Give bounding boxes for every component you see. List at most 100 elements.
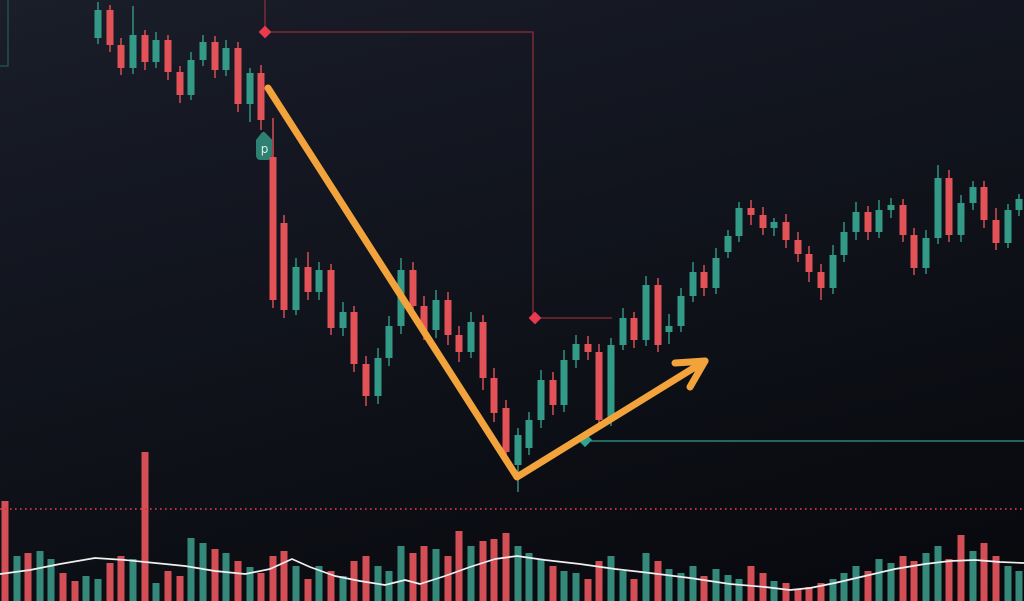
candle-body	[222, 48, 230, 70]
position-entry-diamond[interactable]	[528, 311, 542, 325]
volume-bar	[94, 579, 102, 601]
candle-body	[339, 312, 347, 328]
volume-bar	[887, 563, 895, 601]
volume-bar	[817, 583, 825, 601]
candle-body	[887, 205, 895, 210]
candle-body	[934, 178, 942, 238]
candle-body	[525, 420, 533, 448]
volume-bar	[502, 533, 510, 601]
position-tag-label: p	[261, 142, 269, 156]
volume-bar	[584, 579, 592, 601]
volume-bar	[700, 576, 708, 601]
candle-body	[560, 360, 568, 405]
volume-bar	[677, 573, 685, 601]
position-connector-line[interactable]	[264, 0, 612, 319]
volume-bar	[957, 535, 965, 601]
volume-bar	[246, 567, 254, 601]
candle-body	[385, 326, 393, 358]
candle-body	[420, 306, 428, 330]
candle-body	[1015, 199, 1023, 210]
candle-body	[432, 300, 440, 330]
volume-bar	[1, 501, 9, 601]
volume-bar	[409, 553, 417, 601]
candle-body	[677, 296, 685, 326]
candle-body	[945, 178, 953, 235]
trend-arrow-shaft[interactable]	[264, 84, 709, 481]
volume-bar	[840, 573, 848, 601]
volume-bar	[257, 573, 265, 601]
candle-body	[747, 208, 755, 215]
candle-body	[304, 267, 312, 292]
candle-body	[864, 212, 872, 232]
volume-bar	[490, 539, 498, 601]
candle-body	[164, 40, 172, 72]
volume-bar	[689, 566, 697, 601]
volume-bar	[234, 561, 242, 601]
volume-bar	[572, 573, 580, 601]
volume-bar	[479, 541, 487, 601]
candle-body	[257, 73, 265, 120]
candle-body	[187, 60, 195, 95]
candle-body	[549, 380, 557, 405]
candle-body	[152, 40, 160, 62]
candle-body	[899, 205, 907, 235]
candle-body	[444, 300, 452, 335]
volume-bar	[385, 571, 393, 601]
candle-body	[619, 318, 627, 345]
candle-body	[980, 187, 988, 220]
pattern-box-corner	[0, 0, 9, 67]
candle-body	[199, 42, 207, 60]
volume-bar	[549, 566, 557, 601]
candle-body	[992, 220, 1000, 243]
volume-bar	[176, 576, 184, 601]
volume-bar	[152, 583, 160, 601]
candle-body	[910, 235, 918, 268]
candle-body	[479, 322, 487, 378]
candle-body	[840, 232, 848, 255]
candle-body	[969, 187, 977, 203]
candle-body	[280, 223, 288, 310]
candle-body	[817, 272, 825, 288]
candle-body	[455, 335, 463, 352]
candle-body	[94, 10, 102, 38]
volume-bar	[595, 561, 603, 601]
volume-bar	[444, 556, 452, 601]
volume-bar	[794, 589, 802, 601]
volume-bar	[945, 559, 953, 601]
candle-body	[724, 236, 732, 252]
candle-body	[467, 322, 475, 352]
volume-bar	[467, 546, 475, 601]
candle-body	[350, 312, 358, 364]
volume-bar	[222, 553, 230, 601]
trend-arrow-head[interactable]	[671, 357, 709, 367]
volume-bar	[187, 538, 195, 601]
volume-bar	[432, 549, 440, 601]
candle-body	[374, 358, 382, 396]
position-entry-diamond[interactable]	[258, 25, 272, 39]
volume-bar	[654, 561, 662, 601]
volume-bar	[899, 556, 907, 601]
volume-bar	[665, 569, 673, 601]
trend-arrow-head[interactable]	[686, 357, 709, 391]
candle-body	[852, 212, 860, 232]
candle-body	[805, 254, 813, 272]
candle-body	[654, 285, 662, 345]
volume-bar	[82, 576, 90, 601]
volume-bar	[455, 531, 463, 601]
position-tag-badge[interactable]	[256, 131, 272, 160]
candle-body	[117, 45, 125, 68]
volume-bar	[514, 546, 522, 601]
candle-body	[129, 35, 137, 68]
volume-bar	[304, 579, 312, 601]
volume-bar	[141, 452, 149, 601]
candle-body	[794, 240, 802, 254]
volume-bar	[1004, 566, 1012, 601]
volume-bar	[607, 556, 615, 601]
volume-bar	[199, 543, 207, 601]
volume-ma-line	[0, 555, 1024, 591]
volume-bar	[619, 571, 627, 601]
volume-bar	[71, 581, 79, 601]
volume-bar	[630, 579, 638, 601]
